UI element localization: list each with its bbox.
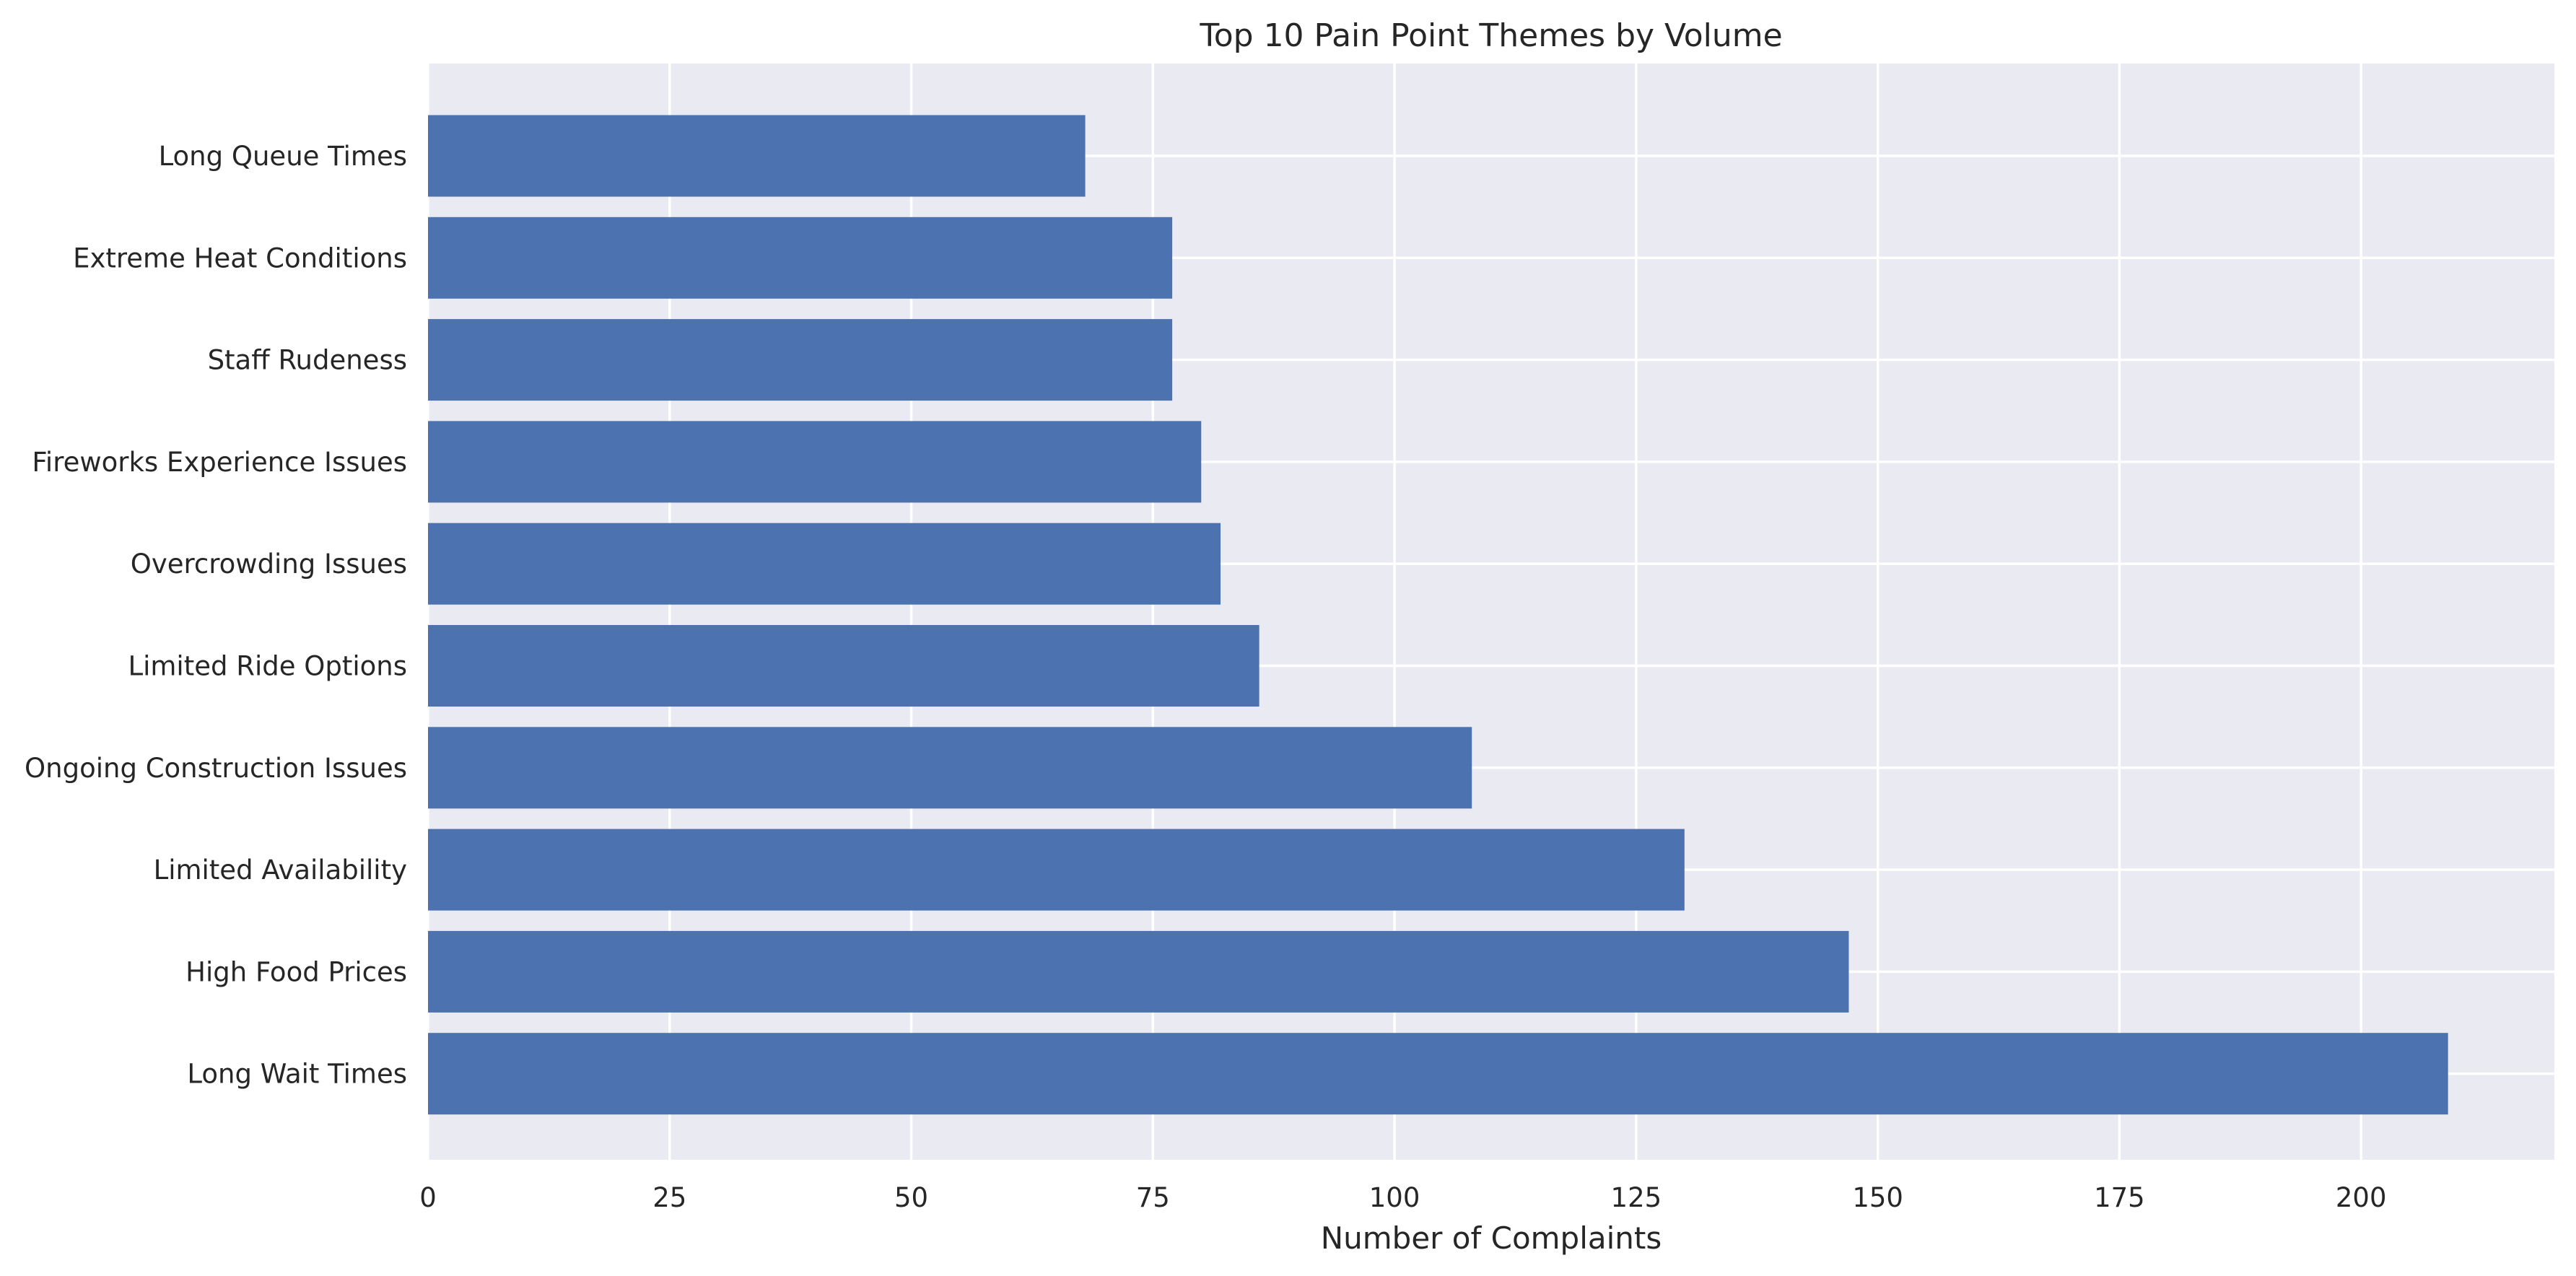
x-tick-labels: 0 25 50 75 100 125 150 175 200 [419, 1182, 2386, 1213]
x-tick-label: 50 [894, 1182, 928, 1213]
x-tick-label: 150 [1852, 1182, 1903, 1213]
y-tick-label: Long Wait Times [187, 1059, 407, 1090]
bar [428, 319, 1173, 401]
bar [428, 1033, 2448, 1115]
bar [428, 727, 1472, 809]
x-tick-label: 75 [1136, 1182, 1170, 1213]
x-axis-title: Number of Complaints [1321, 1220, 1662, 1256]
y-tick-labels: Long Queue Times Extreme Heat Conditions S… [25, 141, 407, 1090]
y-tick-label: Staff Rudeness [208, 345, 407, 376]
bars [428, 115, 2448, 1115]
y-tick-label: Fireworks Experience Issues [32, 447, 407, 478]
x-tick-label: 125 [1611, 1182, 1662, 1213]
chart-title: Top 10 Pain Point Themes by Volume [1199, 17, 1782, 54]
y-tick-label: High Food Prices [185, 956, 407, 987]
y-tick-label: Long Queue Times [159, 141, 407, 172]
x-tick-label: 100 [1369, 1182, 1420, 1213]
bar [428, 115, 1086, 197]
y-tick-label: Ongoing Construction Issues [25, 753, 407, 784]
bar [428, 625, 1259, 707]
x-tick-label: 25 [652, 1182, 686, 1213]
y-tick-label: Limited Availability [154, 855, 407, 886]
y-tick-label: Overcrowding Issues [131, 549, 407, 580]
x-tick-label: 175 [2094, 1182, 2145, 1213]
x-tick-label: 0 [419, 1182, 437, 1213]
y-tick-label: Limited Ride Options [128, 651, 408, 682]
y-tick-label: Extreme Heat Conditions [73, 242, 407, 274]
bar [428, 930, 1849, 1013]
x-tick-label: 200 [2336, 1182, 2387, 1213]
bar [428, 829, 1685, 911]
bar [428, 421, 1202, 503]
bar [428, 217, 1173, 299]
bar [428, 523, 1221, 605]
